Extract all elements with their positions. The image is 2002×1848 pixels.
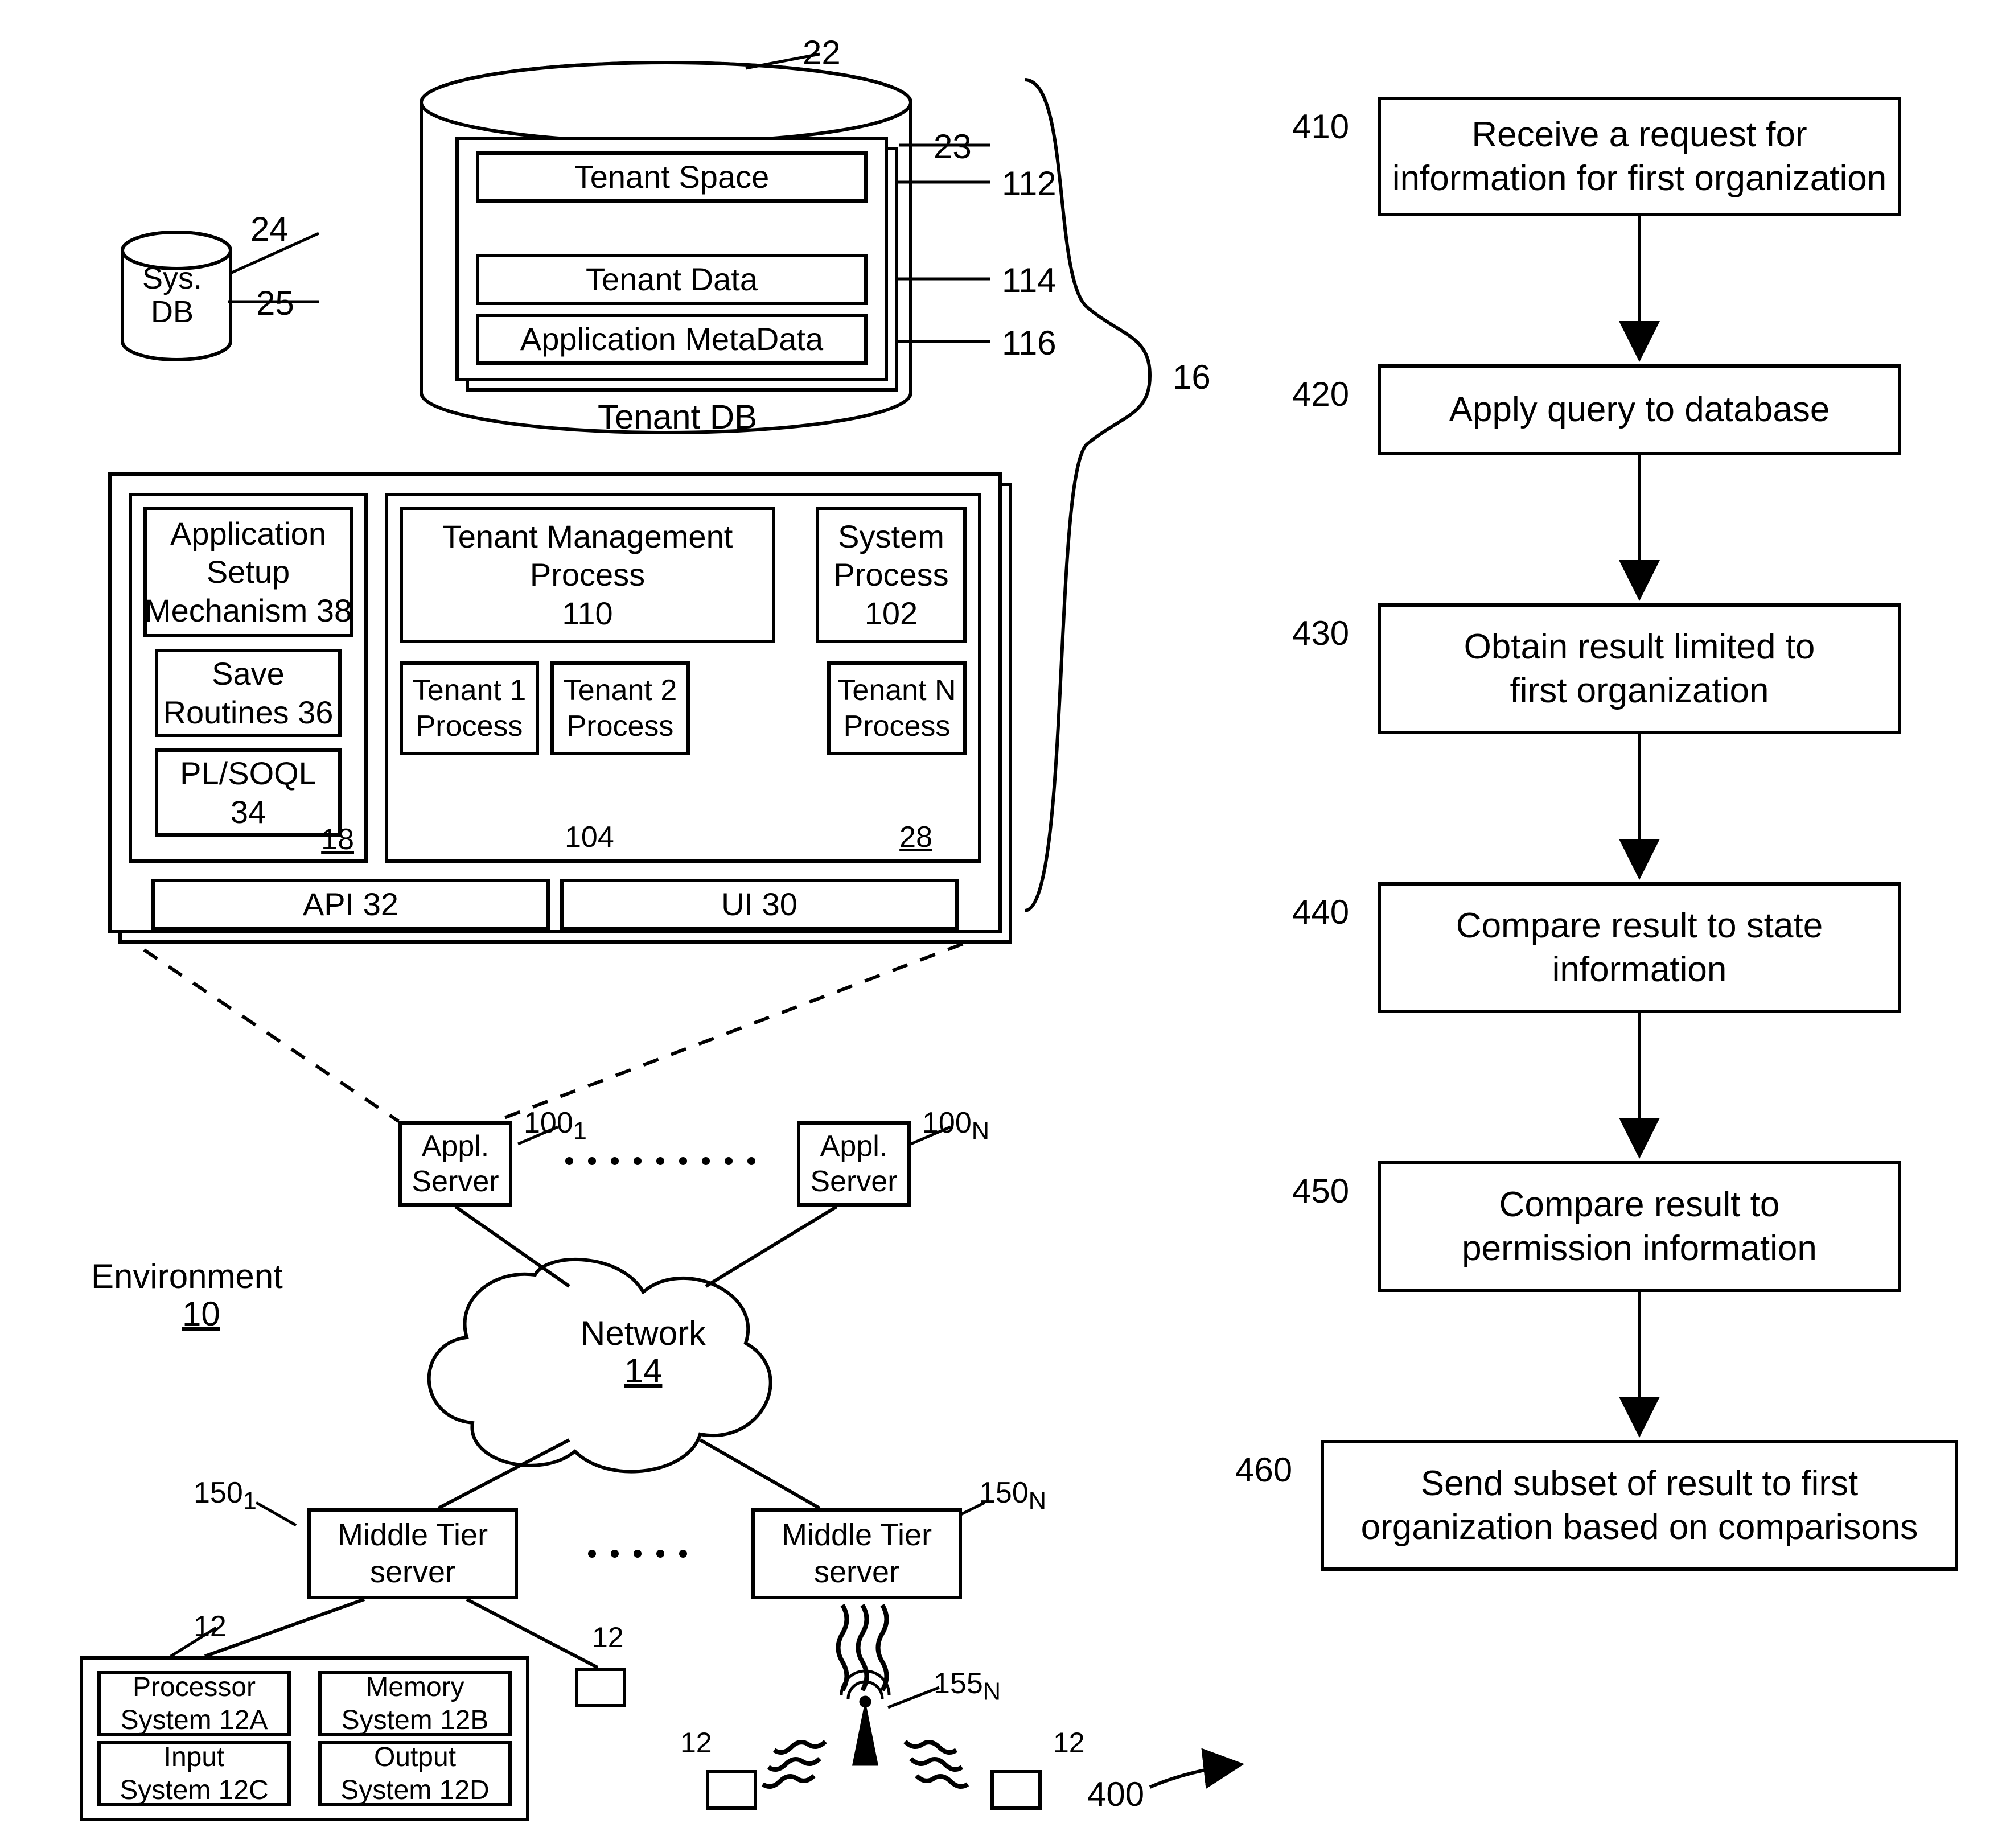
diagram-canvas: 24 25 Sys. DB 22 23 Tenant Space Tenant … [23, 23, 2002, 1825]
flow-step-440: Compare result to state information [1378, 882, 1901, 1013]
ref-28: 28 [899, 821, 932, 854]
app-setup: Application Setup Mechanism 38 [143, 507, 353, 637]
ref-116: 116 [1002, 324, 1057, 362]
ref-150-1: 1501 [194, 1477, 257, 1515]
ref-23: 23 [934, 128, 972, 166]
midblock-outer: Application Setup Mechanism 38 Save Rout… [108, 472, 1002, 933]
ref-440: 440 [1292, 894, 1349, 931]
api-box: API 32 [151, 879, 550, 930]
tenant-data: Tenant Data [476, 254, 868, 305]
mem-system: Memory System 12B [318, 1671, 512, 1736]
ref-100-1: 1001 [524, 1107, 587, 1145]
small-client-a [575, 1668, 626, 1707]
ref-420: 420 [1292, 376, 1349, 413]
tenant2-process: Tenant 2 Process [550, 661, 690, 755]
network-label: Network 14 [581, 1315, 706, 1390]
ui-box: UI 30 [560, 879, 959, 930]
ref-24: 24 [250, 211, 289, 248]
ref-410: 410 [1292, 108, 1349, 146]
ref-114: 114 [1002, 262, 1057, 299]
ref-450: 450 [1292, 1172, 1349, 1210]
plsoql: PL/SOQL 34 [155, 748, 342, 837]
sysdb-label: Sys. DB [142, 262, 202, 330]
flow-step-450: Compare result to permission information [1378, 1161, 1901, 1292]
midtier-1: Middle Tier server [307, 1508, 518, 1599]
tenant1-process: Tenant 1 Process [400, 661, 539, 755]
app-metadata: Application MetaData [476, 314, 868, 365]
ref-460: 460 [1235, 1451, 1292, 1489]
flow-step-410: Receive a request for information for fi… [1378, 97, 1901, 216]
tenant-mgmt-process: Tenant Management Process 110 [400, 507, 775, 643]
tenant-space: Tenant Space [476, 151, 868, 203]
proc-system: Processor System 12A [97, 1671, 291, 1736]
ref-16: 16 [1173, 359, 1211, 396]
midtier-n: Middle Tier server [751, 1508, 962, 1599]
left-column: Application Setup Mechanism 38 Save Rout… [129, 493, 368, 863]
ref-400: 400 [1087, 1776, 1144, 1813]
appl-server-1: Appl. Server [398, 1121, 512, 1207]
tenantn-process: Tenant N Process [827, 661, 967, 755]
ref-18: 18 [321, 824, 354, 856]
ref-12-c: 12 [1053, 1727, 1085, 1759]
ref-155: 155N [934, 1668, 1001, 1706]
ref-150-n: 150N [979, 1477, 1046, 1515]
ref-22: 22 [803, 34, 841, 72]
flow-step-420: Apply query to database [1378, 364, 1901, 455]
ref-430: 430 [1292, 615, 1349, 652]
small-client-b [706, 1770, 757, 1810]
output-system: Output System 12D [318, 1741, 512, 1806]
ref-112: 112 [1002, 165, 1057, 203]
ref-104: 104 [565, 821, 614, 854]
environment-label: Environment 10 [91, 1258, 283, 1333]
right-column: Tenant Management Process 110 System Pro… [385, 493, 981, 863]
ref-25: 25 [256, 285, 294, 322]
ref-12-b: 12 [680, 1727, 712, 1759]
ref-12-client: 12 [194, 1611, 227, 1643]
flow-step-460: Send subset of result to first organizat… [1321, 1440, 1958, 1571]
save-routines: Save Routines 36 [155, 649, 342, 737]
small-client-c [990, 1770, 1042, 1810]
flow-step-430: Obtain result limited to first organizat… [1378, 603, 1901, 734]
client-box: Processor System 12A Memory System 12B I… [80, 1656, 529, 1821]
appl-server-n: Appl. Server [797, 1121, 911, 1207]
ref-100-n: 100N [922, 1107, 989, 1145]
tenantdb-frame: Tenant Space Tenant Data Application Met… [455, 137, 888, 381]
tenantdb-caption: Tenant DB [598, 398, 757, 436]
input-system: Input System 12C [97, 1741, 291, 1806]
system-process: System Process 102 [816, 507, 967, 643]
ref-12-a: 12 [592, 1622, 624, 1653]
